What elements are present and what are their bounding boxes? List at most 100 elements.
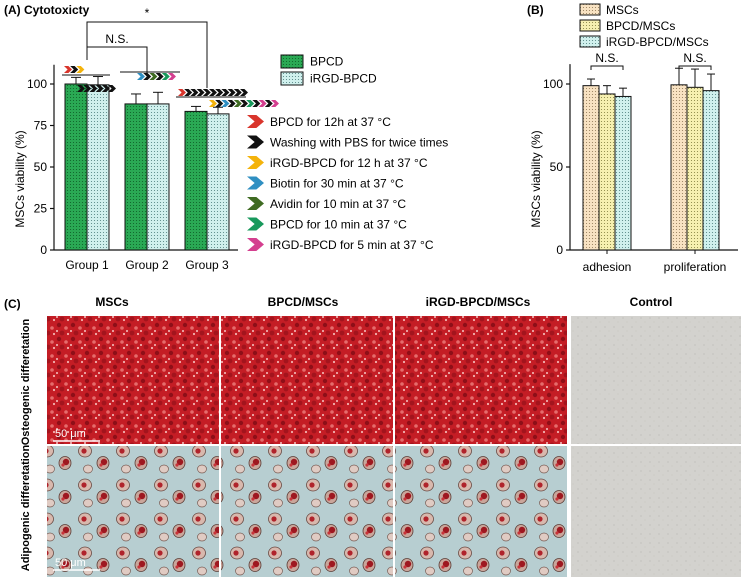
protocol-chevron xyxy=(258,100,267,107)
step-label: Washing with PBS for twice times xyxy=(270,136,448,150)
protocol-steps: BPCD for 12h at 37 °C Washing with PBS fo… xyxy=(62,66,448,252)
micrograph-osteo-mscs xyxy=(47,316,219,444)
protocol-chevron xyxy=(196,89,205,96)
step-label: Avidin for 10 min at 37 °C xyxy=(270,197,406,211)
panel-a-label: (A) Cytotoxicty xyxy=(4,3,90,17)
legend-swatch-irgd-bpcd xyxy=(280,71,304,86)
bar xyxy=(206,113,230,251)
significance-bracket-star xyxy=(86,21,208,88)
legend-swatch xyxy=(579,19,601,32)
legend-swatch-bpcd xyxy=(280,54,304,69)
protocol-chevron xyxy=(264,100,273,107)
step-chevron-icon xyxy=(247,217,264,231)
cytotoxicity-chart: 0 25 50 75 100 MSCs viability (%) Group 1 Group… xyxy=(13,6,238,272)
bar xyxy=(686,86,704,251)
significance-label: N.S. xyxy=(595,51,618,65)
protocol-chevron xyxy=(89,85,98,92)
protocol-chevron xyxy=(77,85,85,92)
step-chevron-icon xyxy=(247,176,264,190)
protocol-chevron xyxy=(70,66,79,73)
x-tick-label: adhesion xyxy=(583,260,632,274)
legend-label-bpcd: BPCD xyxy=(310,55,344,69)
x-tick-label: proliferation xyxy=(664,260,727,274)
bar xyxy=(670,84,688,251)
protocol-chevron xyxy=(95,85,104,92)
protocol-chevron xyxy=(137,73,145,80)
micrograph-adipo-bpcd-mscs xyxy=(221,446,393,577)
significance-bracket-ns xyxy=(86,46,148,74)
micrograph-osteo-control xyxy=(571,316,741,444)
protocol-chevron xyxy=(202,89,211,96)
bar xyxy=(184,110,208,251)
y-tick-label: 25 xyxy=(34,202,48,216)
column-title-mscs: MSCs xyxy=(95,295,129,309)
protocol-chevron xyxy=(252,100,261,107)
protocol-chevron xyxy=(240,100,248,107)
y-tick-label: 100 xyxy=(543,77,563,91)
significance-label-ns: N.S. xyxy=(105,32,128,46)
bar xyxy=(86,84,110,251)
legend-label: BPCD/MSCs xyxy=(606,19,675,33)
protocol-chevron xyxy=(215,89,224,96)
protocol-chevron xyxy=(155,73,164,80)
step-chevron-icon xyxy=(247,238,264,251)
scale-bar-label-osteo: 50 μm xyxy=(55,428,86,440)
protocol-chevron xyxy=(101,85,110,92)
column-title-control: Control xyxy=(630,295,673,309)
protocol-chevron xyxy=(184,89,193,96)
column-title-bpcd-mscs: BPCD/MSCs xyxy=(268,295,339,309)
panel-b: (B) MSCsBPCD/MSCsiRGD-BPCD/MSCs050100MSC… xyxy=(527,3,738,274)
protocol-chevron xyxy=(149,73,158,80)
x-tick-label: Group 2 xyxy=(125,258,169,272)
bar xyxy=(702,90,720,251)
column-title-irgd-bpcd-mscs: iRGD-BPCD/MSCs xyxy=(426,295,531,309)
legend-swatch xyxy=(579,3,601,16)
scale-bar-label-adipo: 50 μm xyxy=(55,557,86,569)
protocol-chevron xyxy=(76,66,85,73)
significance-label-star: * xyxy=(145,6,150,20)
bar xyxy=(64,83,88,251)
y-tick-label: 0 xyxy=(40,243,47,257)
protocol-chevron xyxy=(246,100,255,107)
legend-label: iRGD-BPCD/MSCs xyxy=(606,35,709,49)
panel-c-label: (C) xyxy=(4,297,21,311)
legend-label-irgd-bpcd: iRGD-BPCD xyxy=(310,72,377,86)
y-axis-title: MSCs viability (%) xyxy=(13,130,27,227)
bar xyxy=(582,85,600,251)
micrograph-adipo-irgd-bpcd-mscs xyxy=(395,446,567,577)
protocol-chevron xyxy=(233,100,242,107)
step-label: Biotin for 30 min at 37 °C xyxy=(270,177,404,191)
y-tick-label: 75 xyxy=(34,119,48,133)
step-chevron-icon xyxy=(247,197,264,210)
panel-a: (A) Cytotoxicty 0 25 50 75 100 MSCs viability… xyxy=(4,3,448,272)
x-tick-label: Group 3 xyxy=(185,258,229,272)
step-chevron-icon xyxy=(247,156,264,169)
protocol-chevron xyxy=(227,89,236,96)
significance-bracket xyxy=(590,65,624,70)
x-tick-label: Group 1 xyxy=(65,258,109,272)
step-label: BPCD for 12h at 37 °C xyxy=(270,115,391,129)
protocol-chevron xyxy=(209,89,217,96)
significance-label: N.S. xyxy=(683,51,706,65)
protocol-chevron xyxy=(168,73,176,80)
protocol-chevron xyxy=(190,89,199,96)
protocol-chevron xyxy=(233,89,242,96)
row-label-adipogenic: Adipogenic differetation xyxy=(20,444,32,571)
protocol-chevron xyxy=(143,73,152,80)
legend-swatch xyxy=(579,35,601,48)
protocol-chevron xyxy=(221,89,230,96)
bar xyxy=(614,95,632,251)
row-label-osteogenic: Osteogenic differetation xyxy=(20,318,32,445)
step-label: iRGD-BPCD for 12 h at 37 °C xyxy=(270,156,428,170)
protocol-chevron xyxy=(161,73,170,80)
protocol-chevron xyxy=(227,100,236,107)
y-tick-label: 100 xyxy=(27,77,47,91)
protocol-chevron xyxy=(215,100,224,107)
step-label: iRGD-BPCD for 5 min at 37 °C xyxy=(270,238,434,252)
bar xyxy=(146,103,170,251)
micrograph-osteo-irgd-bpcd-mscs xyxy=(395,316,567,444)
panel-b-label: (B) xyxy=(527,3,544,17)
protocol-chevron xyxy=(271,100,279,107)
step-label: BPCD for 10 min at 37 °C xyxy=(270,218,407,232)
